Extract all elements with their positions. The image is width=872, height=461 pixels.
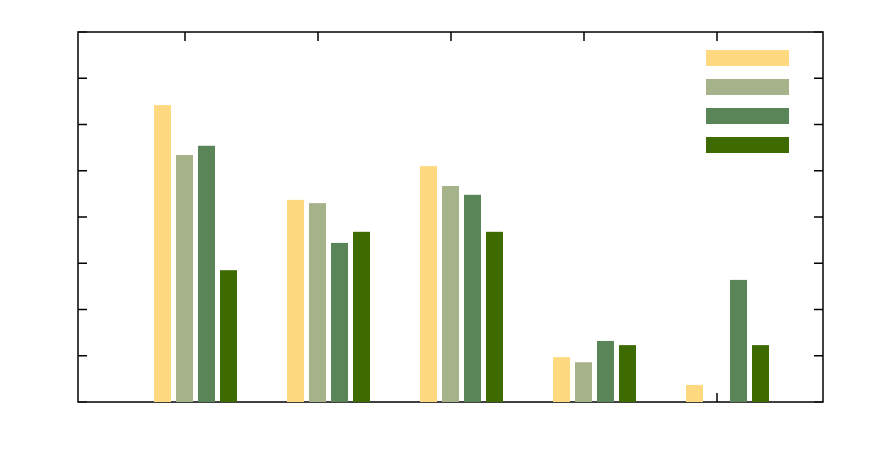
bar <box>176 155 193 402</box>
bar <box>730 279 747 402</box>
bar <box>686 384 703 402</box>
bar <box>220 270 237 402</box>
bar <box>331 242 348 402</box>
bar <box>353 231 370 402</box>
bar <box>442 186 459 402</box>
legend-swatch <box>706 137 789 153</box>
legend-swatch <box>706 50 789 66</box>
legend-swatch <box>706 108 789 124</box>
bar <box>464 194 481 402</box>
bar <box>309 203 326 402</box>
bar <box>553 357 570 402</box>
bar <box>619 345 636 402</box>
bar <box>752 345 769 402</box>
bar <box>198 145 215 402</box>
bar <box>154 105 171 402</box>
bar <box>420 166 437 402</box>
bar <box>287 199 304 402</box>
bar <box>575 362 592 402</box>
legend-swatch <box>706 79 789 95</box>
bar <box>597 340 614 402</box>
bar <box>486 231 503 402</box>
